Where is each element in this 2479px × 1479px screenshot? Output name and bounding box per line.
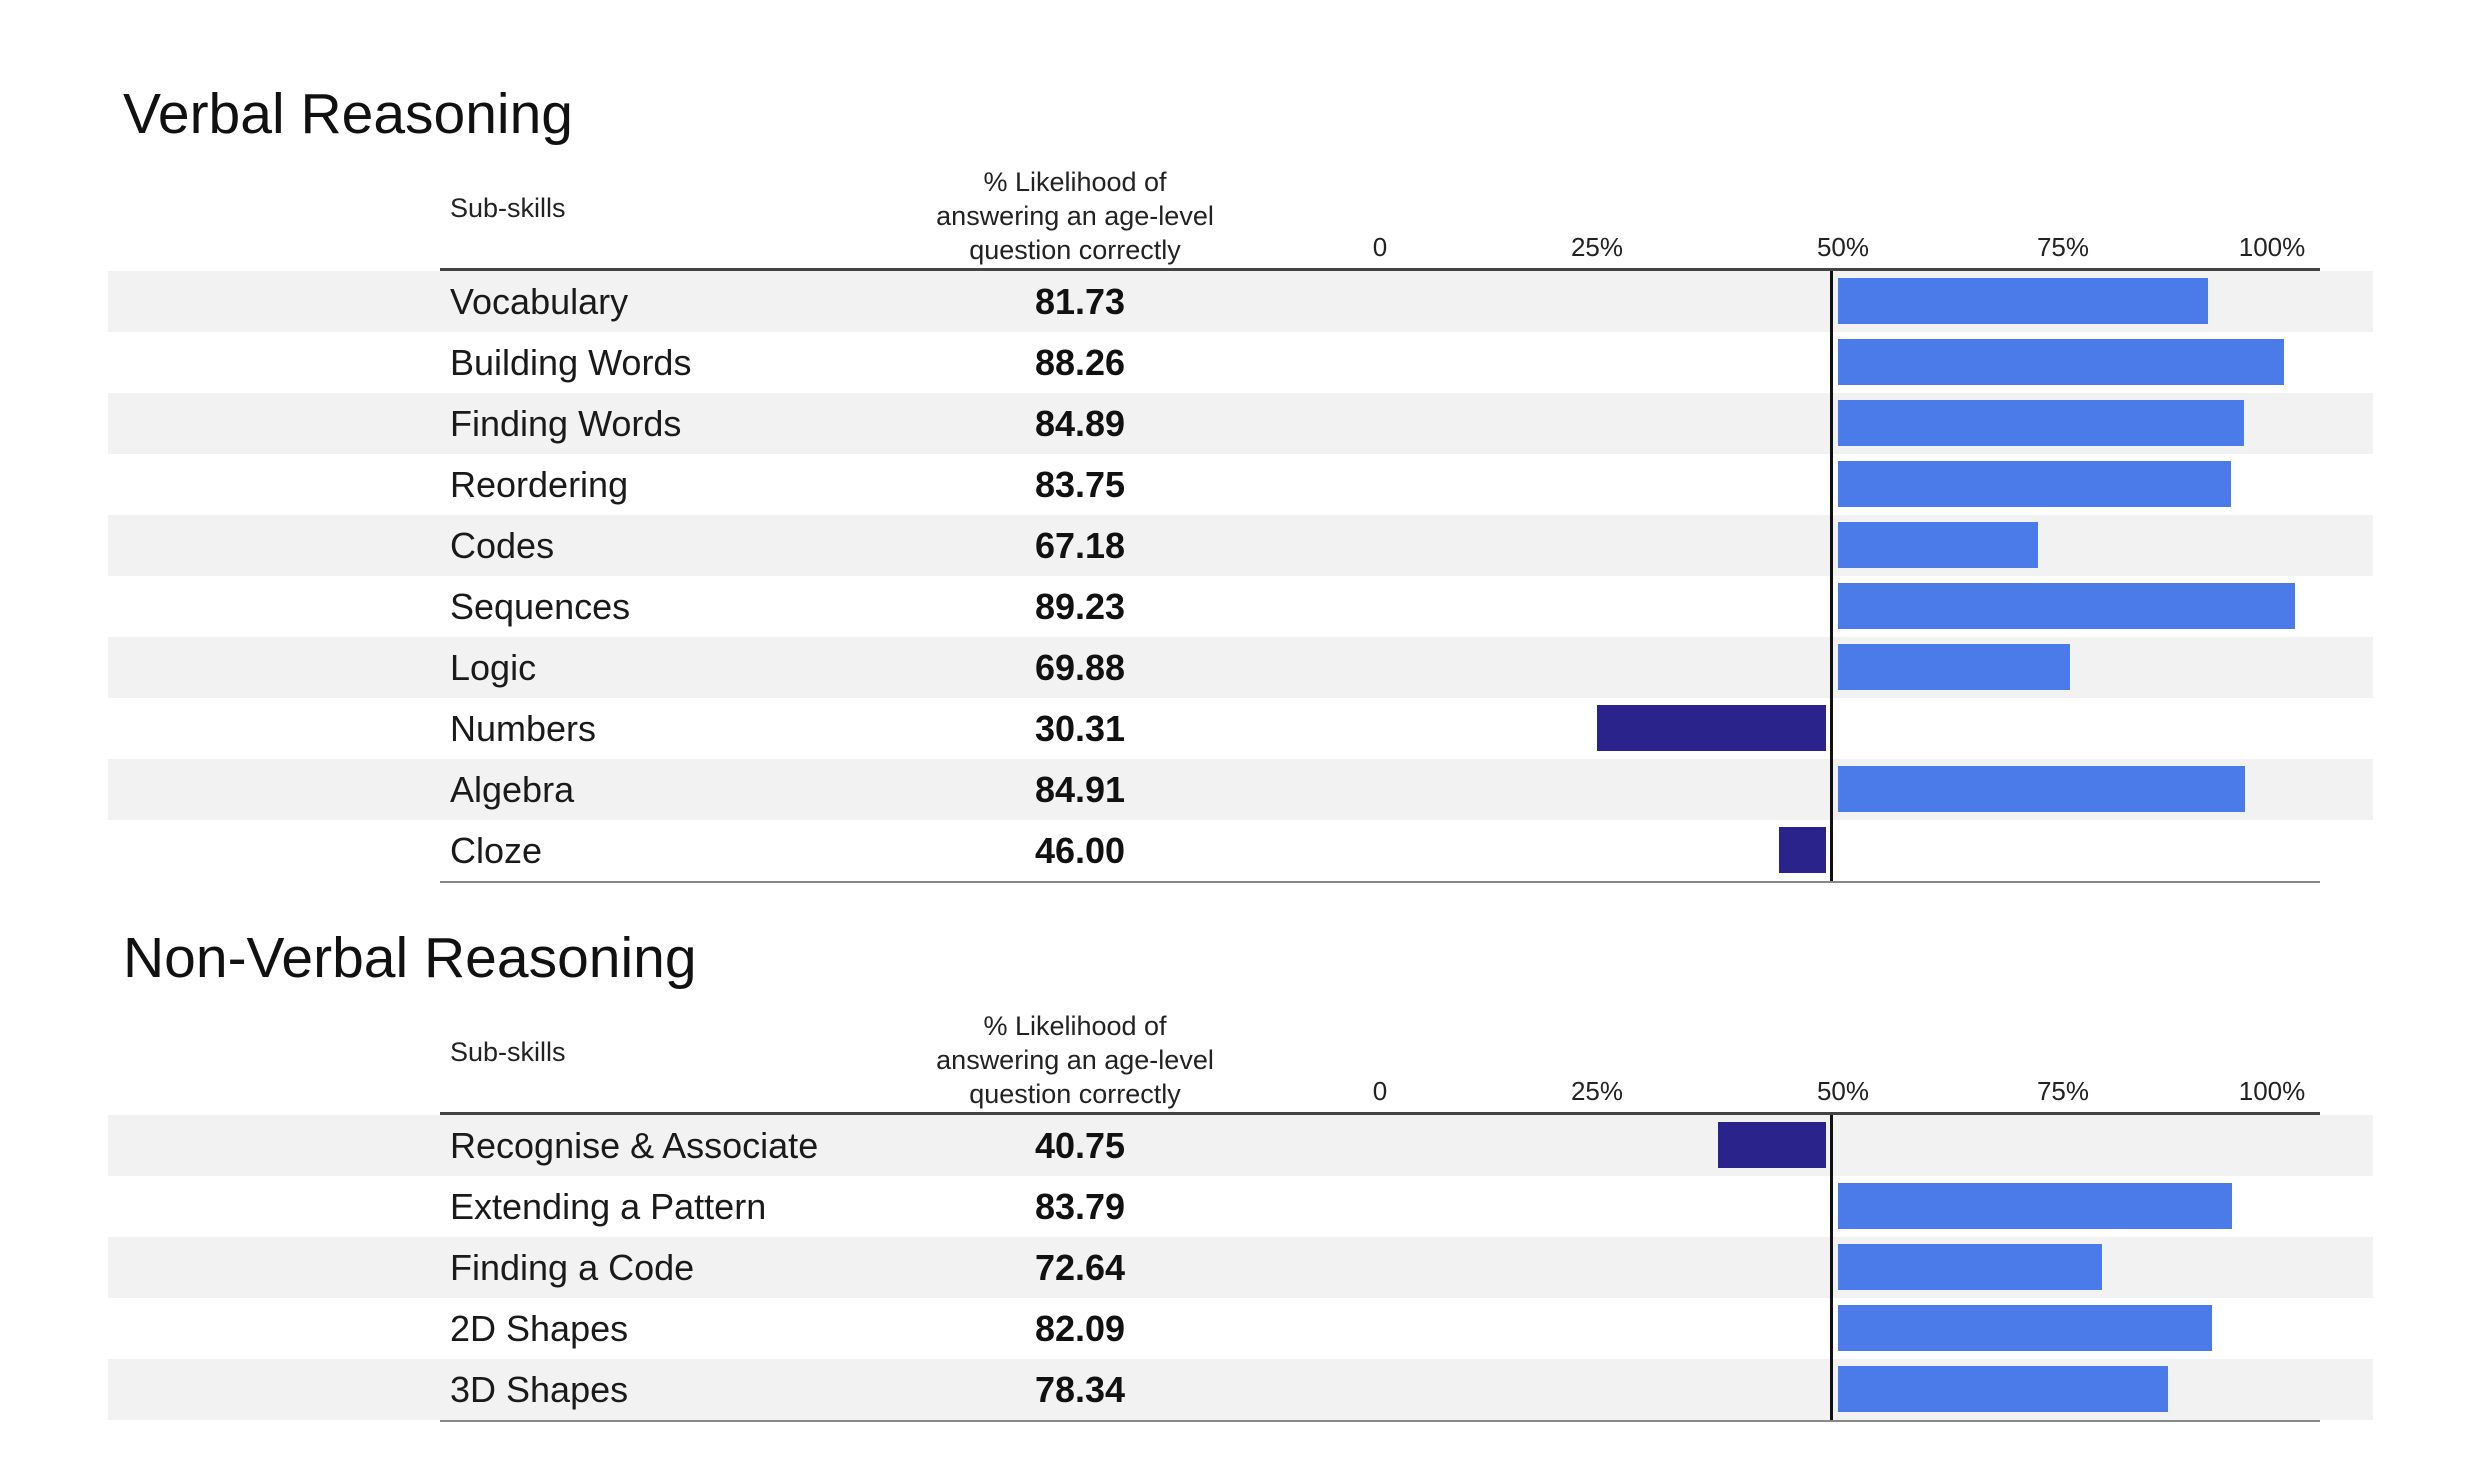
likelihood-value: 69.88 [1034, 647, 1126, 688]
tick-label: 100% [2238, 1076, 2306, 1106]
likelihood-bar [1838, 400, 2245, 446]
likelihood-bar [1838, 766, 2245, 812]
table-row: Finding Words 84.89 [0, 393, 2479, 454]
sub-skill-label: 2D Shapes [450, 1308, 629, 1349]
likelihood-header-line: answering an age-level [936, 201, 1214, 231]
sub-skill-label: Finding Words [450, 403, 682, 444]
section-title: Verbal Reasoning [123, 82, 573, 146]
table-row: Extending a Pattern 83.79 [0, 1176, 2479, 1237]
tick-label: 75% [2036, 232, 2090, 262]
likelihood-header-line: question correctly [969, 1079, 1181, 1109]
table-row: Building Words 88.26 [0, 332, 2479, 393]
likelihood-header-line: answering an age-level [936, 1045, 1214, 1075]
table-row: Logic 69.88 [0, 637, 2479, 698]
likelihood-bar [1838, 278, 2208, 324]
table-row: Recognise & Associate 40.75 [0, 1115, 2479, 1176]
sub-skills-header: Sub-skills [450, 1037, 566, 1067]
sub-skill-label: Codes [450, 525, 555, 566]
tick-label: 75% [2036, 1076, 2090, 1106]
likelihood-header-line: question correctly [969, 235, 1181, 265]
likelihood-value: 83.79 [1034, 1186, 1126, 1227]
table-row: Algebra 84.91 [0, 759, 2479, 820]
table-row: Cloze 46.00 [0, 820, 2479, 881]
tick-label: 100% [2238, 232, 2306, 262]
likelihood-bar [1838, 339, 2284, 385]
table-row: Codes 67.18 [0, 515, 2479, 576]
likelihood-value: 46.00 [1034, 830, 1126, 871]
header-rule [440, 1112, 2320, 1115]
likelihood-bar [1838, 1305, 2212, 1351]
tick-label: 0 [1372, 232, 1388, 262]
likelihood-bar [1838, 1366, 2169, 1412]
likelihood-value: 82.09 [1034, 1308, 1126, 1349]
likelihood-bar [1838, 461, 2232, 507]
sub-skill-label: Recognise & Associate [450, 1125, 819, 1166]
likelihood-bar [1838, 1183, 2232, 1229]
likelihood-bar [1596, 705, 1826, 751]
likelihood-value: 83.75 [1034, 464, 1126, 505]
sub-skill-label: Logic [450, 647, 537, 688]
sub-skill-label: Building Words [450, 342, 692, 383]
sub-skill-label: Extending a Pattern [450, 1186, 767, 1227]
likelihood-bar [1838, 522, 2039, 568]
bottom-rule [440, 1420, 2320, 1422]
likelihood-header: % Likelihood of answering an age-level q… [900, 1009, 1250, 1111]
sub-skill-label: Cloze [450, 830, 543, 871]
likelihood-value: 67.18 [1034, 525, 1126, 566]
table-row: Numbers 30.31 [0, 698, 2479, 759]
likelihood-value: 30.31 [1034, 708, 1126, 749]
likelihood-value: 88.26 [1034, 342, 1126, 383]
table-row: Vocabulary 81.73 [0, 271, 2479, 332]
sub-skill-label: Numbers [450, 708, 597, 749]
sub-skill-label: Sequences [450, 586, 631, 627]
tick-label: 50% [1816, 232, 1870, 262]
table-row: Finding a Code 72.64 [0, 1237, 2479, 1298]
likelihood-header-line: % Likelihood of [983, 167, 1167, 197]
likelihood-bar [1718, 1122, 1826, 1168]
sub-skill-label: Vocabulary [450, 281, 629, 322]
table-row: 3D Shapes 78.34 [0, 1359, 2479, 1420]
bottom-rule [440, 881, 2320, 883]
sub-skill-label: 3D Shapes [450, 1369, 629, 1410]
likelihood-header-line: % Likelihood of [983, 1011, 1167, 1041]
likelihood-value: 72.64 [1034, 1247, 1126, 1288]
likelihood-header: % Likelihood of answering an age-level q… [900, 165, 1250, 267]
tick-label: 25% [1570, 1076, 1624, 1106]
sub-skills-header: Sub-skills [450, 193, 566, 223]
row-background [108, 1115, 2373, 1176]
table-row: 2D Shapes 82.09 [0, 1298, 2479, 1359]
likelihood-bar [1779, 827, 1826, 873]
baseline-50-line [1830, 1115, 1833, 1420]
likelihood-value: 84.89 [1034, 403, 1126, 444]
table-row: Sequences 89.23 [0, 576, 2479, 637]
likelihood-bar [1838, 583, 2296, 629]
section-title: Non-Verbal Reasoning [123, 926, 697, 990]
likelihood-bar [1838, 1244, 2102, 1290]
likelihood-value: 81.73 [1034, 281, 1126, 322]
table-row: Reordering 83.75 [0, 454, 2479, 515]
likelihood-value: 89.23 [1034, 586, 1126, 627]
likelihood-value: 84.91 [1034, 769, 1126, 810]
tick-label: 0 [1372, 1076, 1388, 1106]
tick-label: 25% [1570, 232, 1624, 262]
likelihood-value: 78.34 [1034, 1369, 1126, 1410]
likelihood-bar [1838, 644, 2070, 690]
likelihood-value: 40.75 [1034, 1125, 1126, 1166]
tick-label: 50% [1816, 1076, 1870, 1106]
baseline-50-line [1830, 271, 1833, 881]
sub-skill-label: Finding a Code [450, 1247, 695, 1288]
sub-skill-label: Algebra [450, 769, 575, 810]
header-rule [440, 268, 2320, 271]
sub-skill-label: Reordering [450, 464, 629, 505]
